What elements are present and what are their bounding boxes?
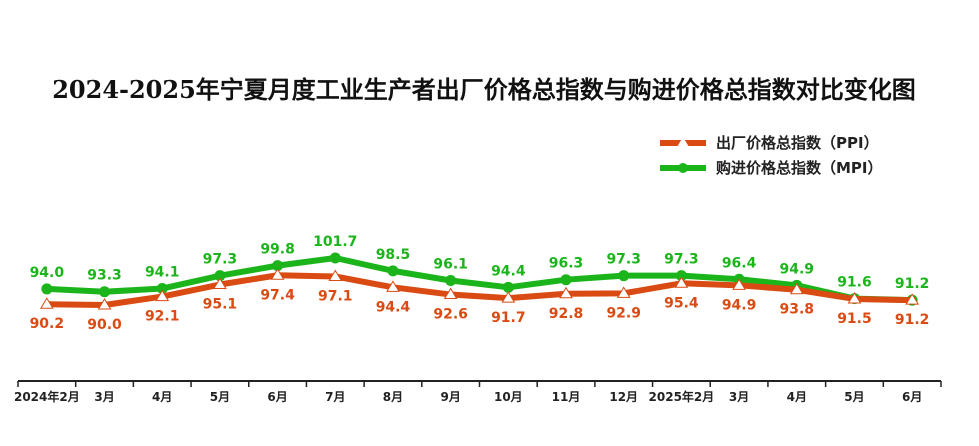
x-tick-label: 12月 bbox=[609, 390, 638, 404]
data-label-mpi: 94.1 bbox=[145, 265, 180, 281]
data-point-ppi bbox=[386, 280, 400, 292]
data-point-mpi bbox=[272, 260, 284, 272]
data-label-mpi: 96.1 bbox=[433, 256, 468, 272]
data-point-ppi bbox=[39, 297, 54, 309]
data-label-mpi: 101.7 bbox=[313, 234, 357, 250]
data-point-ppi bbox=[97, 298, 112, 310]
data-label-mpi: 96.4 bbox=[722, 255, 757, 271]
data-point-ppi bbox=[847, 292, 862, 304]
x-tick-label: 4月 bbox=[152, 390, 172, 404]
data-label-mpi: 97.3 bbox=[664, 252, 699, 268]
x-tick-label: 2025年2月 bbox=[649, 389, 715, 404]
data-label-mpi: 96.3 bbox=[549, 256, 584, 272]
plot-area: 94.0 93.3 94.1 97.3 99.8 101.7 98.5 96.1 94.4 96.… bbox=[30, 234, 930, 333]
x-tick-label: 7月 bbox=[325, 390, 345, 404]
data-label-ppi: 97.1 bbox=[318, 288, 353, 304]
data-label-mpi: 91.2 bbox=[895, 276, 930, 292]
data-label-ppi: 91.2 bbox=[895, 312, 930, 328]
x-tick-label: 8月 bbox=[383, 390, 403, 404]
x-tick-label: 5月 bbox=[210, 390, 230, 404]
data-point-mpi bbox=[445, 274, 457, 286]
chart-title: 2024-2025年宁夏月度工业生产者出厂价格总指数与购进价格总指数对比变化图 bbox=[52, 75, 916, 104]
data-point-mpi bbox=[618, 270, 630, 282]
data-label-mpi: 91.6 bbox=[837, 275, 872, 291]
data-label-mpi: 97.3 bbox=[203, 252, 238, 268]
data-label-ppi: 90.2 bbox=[30, 316, 65, 332]
data-label-ppi: 94.4 bbox=[376, 299, 411, 315]
legend-swatch-mpi-marker bbox=[678, 163, 688, 173]
x-tick-label: 3月 bbox=[94, 390, 114, 404]
data-point-ppi bbox=[616, 286, 631, 298]
data-point-ppi bbox=[270, 268, 285, 280]
x-tick-label: 5月 bbox=[844, 390, 864, 404]
data-point-mpi bbox=[214, 270, 226, 282]
data-label-ppi: 95.4 bbox=[664, 295, 699, 311]
data-point-mpi bbox=[502, 281, 514, 293]
data-label-ppi: 92.6 bbox=[433, 307, 468, 323]
legend-label-ppi: 出厂价格总指数（PPI） bbox=[716, 134, 879, 152]
data-label-mpi: 94.9 bbox=[780, 261, 815, 277]
data-point-mpi bbox=[99, 286, 111, 298]
legend-label-mpi: 购进价格总指数（MPI） bbox=[716, 159, 883, 177]
data-point-ppi bbox=[213, 277, 227, 290]
series-line-ppi bbox=[46, 272, 913, 308]
data-point-mpi bbox=[675, 270, 687, 282]
x-tick-label: 11月 bbox=[552, 390, 581, 404]
data-point-ppi bbox=[905, 293, 920, 305]
legend: 出厂价格总指数（PPI） 购进价格总指数（MPI） bbox=[660, 134, 883, 177]
series-mpi: 94.0 93.3 94.1 97.3 99.8 101.7 98.5 96.1 94.4 96.… bbox=[30, 234, 930, 306]
data-point-mpi bbox=[560, 274, 572, 286]
x-tick-label: 2024年2月 bbox=[14, 389, 80, 404]
data-point-ppi bbox=[559, 286, 573, 299]
data-label-ppi: 91.7 bbox=[491, 310, 526, 326]
data-label-ppi: 92.8 bbox=[549, 306, 584, 322]
data-label-mpi: 93.3 bbox=[87, 268, 122, 284]
data-label-mpi: 94.0 bbox=[30, 265, 65, 281]
data-label-ppi: 97.4 bbox=[260, 287, 295, 303]
x-tick-label: 10月 bbox=[494, 390, 523, 404]
data-label-mpi: 94.4 bbox=[491, 263, 526, 279]
legend-swatch-ppi-marker bbox=[677, 137, 689, 147]
data-point-ppi bbox=[789, 282, 804, 295]
data-point-ppi bbox=[443, 287, 458, 300]
series-ppi: 90.2 90.0 92.1 95.1 97.4 97.1 94.4 92.6 91.7 92.8… bbox=[30, 268, 930, 333]
x-tick-label: 9月 bbox=[440, 390, 460, 404]
x-tick-label: 6月 bbox=[902, 390, 922, 404]
data-label-mpi: 98.5 bbox=[376, 247, 411, 263]
legend-entry-mpi: 购进价格总指数（MPI） bbox=[660, 159, 883, 177]
data-label-ppi: 90.0 bbox=[87, 317, 122, 333]
data-label-ppi: 92.1 bbox=[145, 309, 180, 325]
x-tick-label: 6月 bbox=[267, 390, 287, 404]
data-point-mpi bbox=[387, 265, 399, 277]
x-tick-label: 4月 bbox=[787, 390, 807, 404]
data-label-ppi: 94.9 bbox=[722, 297, 757, 313]
series-line-mpi bbox=[46, 255, 913, 304]
data-label-ppi: 95.1 bbox=[203, 297, 238, 313]
x-tick-label: 3月 bbox=[729, 390, 749, 404]
data-point-ppi bbox=[328, 269, 343, 281]
data-label-mpi: 99.8 bbox=[260, 242, 295, 258]
data-label-ppi: 93.8 bbox=[780, 302, 815, 318]
data-point-ppi bbox=[732, 278, 746, 290]
data-label-mpi: 97.3 bbox=[606, 252, 641, 268]
data-point-mpi bbox=[156, 283, 168, 295]
data-label-ppi: 91.5 bbox=[837, 311, 872, 327]
data-point-ppi bbox=[155, 289, 170, 302]
legend-entry-ppi: 出厂价格总指数（PPI） bbox=[660, 134, 879, 152]
data-point-mpi bbox=[41, 283, 53, 295]
data-point-ppi bbox=[501, 291, 516, 303]
data-point-ppi bbox=[674, 276, 689, 288]
x-axis-ticks: 2024年2月 3月 4月 5月 6月 7月 8月 9月 10月 11月 12月 2025年2月 3月 4… bbox=[14, 381, 942, 404]
data-point-mpi bbox=[329, 252, 341, 264]
data-label-ppi: 92.9 bbox=[606, 305, 641, 321]
